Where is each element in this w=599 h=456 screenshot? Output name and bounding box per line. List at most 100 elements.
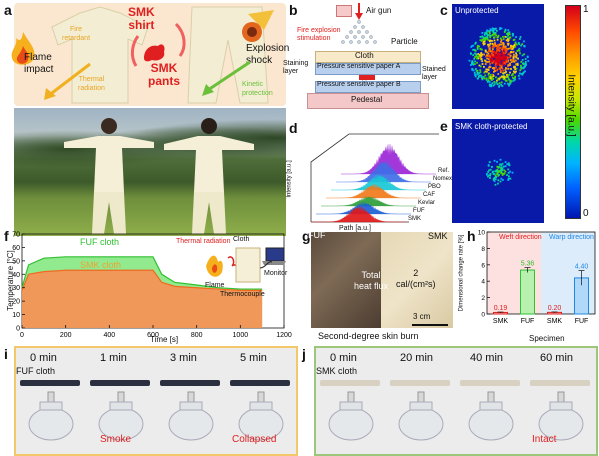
heat-pixel [500, 177, 503, 180]
heat-pixel [505, 61, 508, 64]
panel-c-label: c [440, 2, 448, 18]
air-gun-text: Air gun [366, 6, 392, 15]
spectrum-fuf [315, 201, 412, 215]
heat-pixel [490, 29, 492, 32]
particle-triangle [341, 20, 377, 44]
heat-pixel [485, 70, 488, 73]
particle [357, 40, 361, 44]
heat-pixel [524, 70, 526, 73]
heat-pixel [488, 77, 491, 79]
heat-pixel [497, 73, 500, 75]
panel-h: h 0.19 SMK 5.36 FUF 0.20 SMK 4.40 FUF 0 2 4 6 8 10 Di… [458, 228, 599, 348]
heat-pixel [502, 60, 505, 63]
particle [361, 35, 365, 39]
heat-pixel [493, 52, 496, 55]
heat-pixel [507, 33, 510, 35]
heat-pixel [499, 71, 502, 73]
thermal-radiation-arrow [44, 62, 91, 100]
heat-pixel [503, 47, 506, 49]
heat-pixel [502, 38, 505, 41]
heat-pixel [486, 33, 488, 35]
heat-pixel [511, 32, 514, 35]
heat-pixel [471, 62, 474, 65]
heat-pixel [514, 68, 517, 70]
scale-bar [412, 324, 448, 326]
heat-pixel [496, 168, 499, 171]
heat-pixel [493, 159, 496, 162]
flame-label: Flame [205, 282, 225, 289]
heat-pixel [502, 43, 505, 46]
heat-pixel [514, 75, 517, 78]
heat-pixel [484, 63, 487, 65]
time-label: 20 min [400, 352, 434, 364]
heat-pixel [474, 52, 476, 55]
heat-pixel [510, 46, 512, 49]
heat-pixel [511, 47, 514, 50]
y-tick-label: 30 [12, 285, 20, 292]
x-tick-label: 800 [191, 332, 203, 339]
heat-pixel [488, 80, 491, 83]
heat-pixel [494, 174, 497, 177]
heat-pixel [480, 52, 483, 54]
heatmap-unprotected-dots [468, 27, 530, 88]
heat-pixel [518, 43, 521, 46]
x-tick-label: 0 [20, 332, 24, 339]
heat-pixel [494, 52, 497, 54]
heat-pixel [491, 46, 494, 48]
h-y-tick-label: 4 [481, 279, 485, 286]
heat-pixel [493, 56, 496, 58]
heat-pixel [476, 55, 479, 58]
heat-pixel [478, 53, 481, 56]
scale-bar-label: 3 cm [413, 312, 431, 321]
time-label: 0 min [30, 352, 57, 364]
heat-pixel [492, 75, 495, 77]
heat-pixel [506, 174, 508, 176]
heat-pixel [511, 74, 514, 76]
heat-pixel [484, 70, 487, 73]
heat-pixel [496, 56, 499, 59]
heat-pixel [502, 74, 505, 77]
heat-pixel [503, 53, 506, 56]
heat-pixel [503, 71, 506, 74]
heat-pixel [518, 38, 521, 40]
heat-pixel [496, 59, 498, 62]
heat-pixel [479, 56, 482, 59]
heat-pixel [500, 166, 503, 169]
sample-label: FUF cloth [16, 366, 56, 376]
heat-pixel [487, 164, 490, 166]
panel-g: g FUF SMK Total heat flux 2 cal/(cm²s) 3… [302, 228, 462, 348]
heat-pixel [503, 82, 506, 85]
heat-pixel [515, 70, 517, 73]
heat-pixel [507, 65, 509, 68]
heat-pixel [512, 73, 514, 75]
particle [349, 30, 353, 34]
heat-pixel [493, 70, 495, 73]
heat-pixel [495, 76, 497, 79]
heat-pixel [507, 53, 510, 56]
heat-pixel [491, 40, 493, 42]
heat-pixel [509, 79, 512, 82]
heat-pixel [497, 166, 500, 169]
particle [353, 35, 357, 39]
heat-pixel [508, 37, 511, 40]
air-gun-box [336, 5, 352, 17]
heat-pixel [492, 29, 495, 32]
spectrum-smk [310, 206, 407, 223]
bar-plot-frame [486, 231, 596, 315]
cloth-strip [90, 380, 150, 386]
heat-pixel [502, 69, 505, 72]
burn-frame-3: 60 min Intact [526, 348, 594, 450]
heat-pixel [490, 50, 492, 53]
heat-pixel [507, 179, 510, 181]
heat-pixel [496, 57, 498, 59]
heat-pixel [472, 63, 475, 66]
smk-cloth-label: SMK cloth [80, 260, 122, 270]
heat-pixel [512, 70, 515, 73]
heat-pixel [488, 65, 491, 68]
heat-pixel [510, 68, 512, 70]
flame-impact-text: Flame impact [24, 52, 54, 75]
heat-pixel [487, 34, 490, 36]
heat-pixel [492, 77, 495, 80]
panel-i-label: i [4, 346, 8, 362]
heat-pixel [495, 63, 498, 66]
